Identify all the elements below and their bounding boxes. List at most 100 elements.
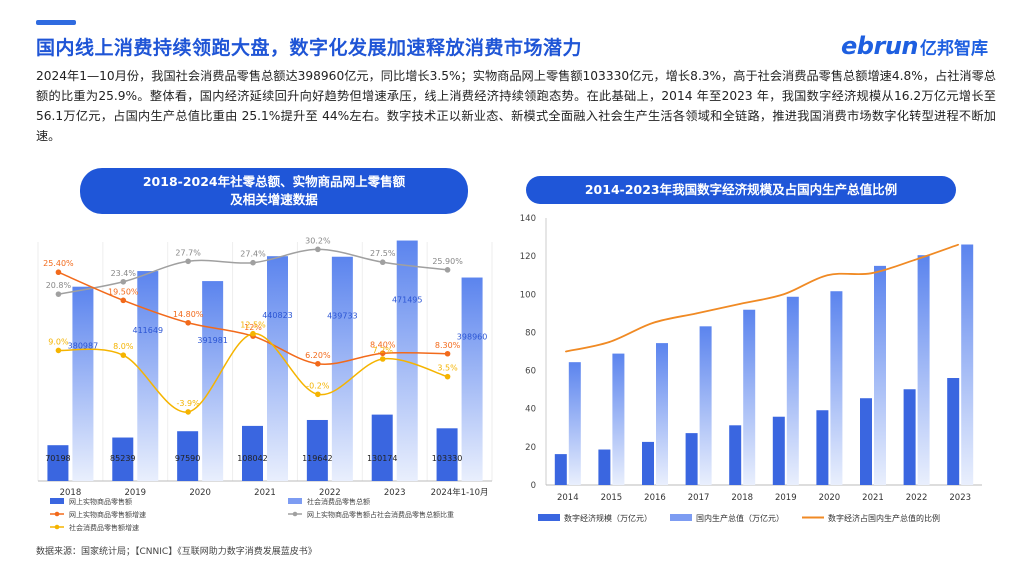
bar-online-retail: [306, 419, 328, 481]
summary-paragraph: 2024年1—10月份，我国社会消费品零售总额达398960亿元，同比增长3.5…: [36, 69, 996, 143]
legend-label: 国内生产总值（万亿元）: [696, 513, 784, 523]
logo-chinese: 亿邦智库: [920, 39, 988, 59]
legend-marker: [54, 511, 60, 517]
label-online-retail: 103330: [432, 454, 463, 463]
bar-retail-total: [267, 256, 288, 481]
bar-digital-economy: [772, 416, 785, 485]
bar-online-retail: [47, 445, 69, 481]
point-share: [185, 258, 191, 265]
legend-swatch: [538, 514, 560, 521]
legend-label: 数字经济占国内生产总值的比例: [828, 513, 940, 523]
data-label-online-growth: 6.20%: [305, 351, 331, 360]
right-chart-title: 2014-2023年我国数字经济规模及占国内生产总值比例: [526, 176, 956, 204]
y-tick-label: 60: [525, 367, 536, 377]
point-online-growth: [185, 319, 191, 326]
logo-english: ebrun: [841, 32, 918, 60]
label-retail-total: 440823: [262, 311, 293, 320]
bar-digital-economy: [860, 398, 872, 485]
bar-online-retail: [436, 428, 458, 481]
bar-digital-economy: [816, 410, 829, 485]
data-label-online-growth: 12%: [244, 323, 262, 332]
point-digital-ratio: [870, 272, 872, 275]
data-label-retail-growth: 12.5%: [240, 321, 266, 330]
x-tick-label: 2020: [819, 493, 841, 503]
legend-label: 网上实物商品零售额占社会消费品零售总额比重: [307, 510, 454, 519]
legend-swatch: [50, 498, 64, 504]
point-online-growth: [55, 269, 62, 276]
label-retail-total: 471495: [392, 296, 423, 305]
data-label-share: 25.90%: [432, 257, 463, 266]
legend-marker: [54, 524, 60, 530]
point-share: [444, 267, 451, 273]
label-retail-total: 411649: [133, 326, 164, 335]
bar-digital-economy: [598, 449, 611, 485]
x-tick-label: 2018: [60, 488, 82, 498]
bar-retail-total: [331, 256, 353, 481]
x-tick-label: 2022: [319, 488, 341, 498]
bar-retail-total: [461, 277, 483, 481]
bar-retail-total: [72, 286, 94, 481]
x-tick-label: 2015: [601, 493, 623, 503]
x-tick-label: 2024年1-10月: [431, 487, 489, 498]
bar-digital-economy: [729, 425, 742, 485]
point-digital-ratio: [783, 293, 785, 296]
label-online-retail: 108042: [237, 454, 268, 463]
bar-gdp: [699, 326, 712, 485]
bar-digital-economy: [903, 389, 916, 485]
bar-gdp: [961, 244, 974, 485]
point-share: [315, 246, 321, 253]
digital-economy-chart: 0 20 40 60 80 100 120 140 2014 2015 2016 2017 2018 20…: [520, 214, 982, 523]
point-digital-ratio: [826, 274, 829, 277]
point-share: [55, 291, 62, 297]
x-tick-label: 2019: [775, 493, 797, 503]
point-retail-growth: [185, 409, 191, 415]
label-online-retail: 130174: [367, 454, 398, 463]
label-retail-total: 439733: [327, 312, 358, 321]
point-digital-ratio: [652, 322, 654, 324]
data-label-retail-growth: 3.5%: [437, 364, 458, 373]
data-label-share: 30.2%: [305, 236, 331, 245]
x-tick-label: 2021: [862, 493, 884, 503]
bar-digital-economy: [685, 433, 698, 485]
point-digital-ratio: [608, 341, 611, 343]
data-source-note: 数据来源：国家统计局；【CNNIC】《互联网助力数字消费发展蓝皮书》: [36, 547, 317, 557]
point-digital-ratio: [739, 303, 741, 305]
x-tick-label: 2020: [189, 488, 211, 498]
bar-gdp: [656, 343, 668, 485]
point-digital-ratio: [957, 243, 959, 246]
y-tick-label: 140: [520, 214, 536, 224]
y-tick-label: 0: [531, 481, 536, 491]
label-retail-total: 380987: [68, 342, 99, 351]
x-tick-label: 2022: [906, 493, 928, 503]
point-digital-ratio: [565, 350, 567, 353]
data-label-online-growth: 19.50%: [108, 287, 139, 296]
x-tick-label: 2023: [384, 488, 406, 498]
y-tick-label: 20: [525, 443, 536, 453]
retail-chart: 380987 70198 2018 411649 85239 2019 391981 9759…: [37, 236, 493, 532]
bar-online-retail: [112, 437, 134, 481]
bar-gdp: [568, 362, 581, 485]
data-label-retail-growth: 8.0%: [113, 342, 134, 351]
data-label-online-growth: 14.80%: [173, 310, 204, 319]
bar-digital-economy: [554, 454, 567, 485]
legend-label: 网上实物商品零售额: [69, 497, 132, 506]
page-title: 国内线上消费持续领跑大盘，数字化发展加速释放消费市场潜力: [36, 37, 583, 59]
legend-swatch: [288, 498, 302, 504]
point-online-growth: [444, 350, 451, 357]
bar-retail-total: [202, 281, 224, 481]
title-accent-bar: [36, 20, 76, 25]
legend-label: 社会消费品零售额增速: [69, 523, 139, 532]
x-tick-label: 2017: [688, 493, 710, 503]
point-share: [250, 259, 256, 266]
legend-label: 网上实物商品零售额增速: [69, 510, 146, 519]
x-tick-label: 2014: [557, 493, 579, 503]
left-chart-title-line1: 2018-2024年社零总额、实物商品网上零售额: [142, 174, 406, 189]
data-label-retail-growth: 9.0%: [48, 337, 69, 346]
bar-retail-total: [396, 240, 418, 481]
legend-label: 数字经济规模（万亿元）: [564, 513, 652, 523]
label-retail-total: 398960: [457, 333, 488, 342]
data-label-online-growth: 8.30%: [435, 341, 461, 350]
point-online-growth: [315, 360, 321, 367]
point-digital-ratio: [695, 312, 698, 315]
data-label-online-growth: 25.40%: [43, 259, 74, 268]
